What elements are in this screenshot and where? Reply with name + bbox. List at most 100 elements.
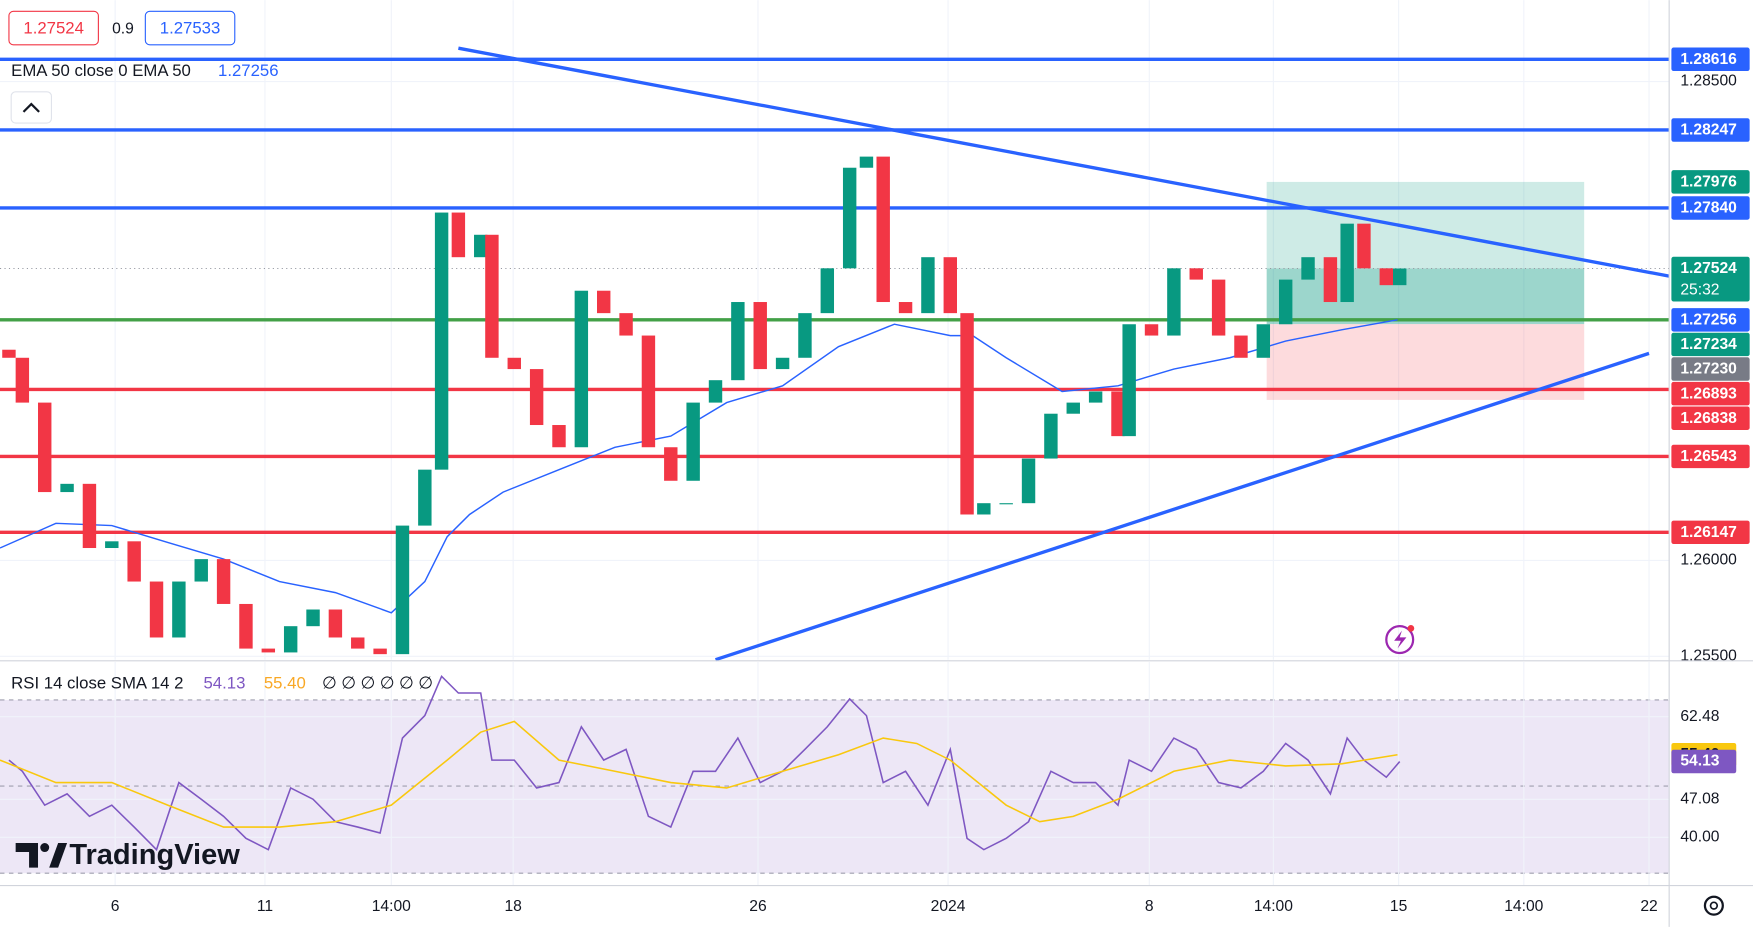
candle-body [731,302,745,381]
price-label: 1.27524 [1680,260,1737,277]
trend-line [714,351,1650,662]
candle-body [775,357,790,370]
candle-body [1088,391,1103,403]
candle-body [960,313,974,515]
candle-body [597,290,611,314]
candle-body [876,156,890,303]
x-tick-label: 2024 [931,898,966,915]
candle-body [1301,257,1315,280]
candle-body [619,313,633,336]
candle-body [529,369,544,426]
candle-body [1111,391,1125,437]
rsi-empty-values: ∅ ∅ ∅ ∅ ∅ ∅ [322,674,433,693]
x-tick-label: 15 [1390,898,1408,915]
candle-body [1044,413,1058,459]
candle-body [1021,458,1036,504]
candle-body [753,302,767,370]
candle-body [820,268,835,314]
price-label: 1.26543 [1680,448,1737,465]
alert-icon[interactable] [1385,625,1415,655]
y-tick-label: 1.28500 [1680,73,1737,90]
x-tick-label: 14:00 [372,898,411,915]
alert-bolt [1394,630,1407,649]
candle-body [15,357,30,403]
candle-body [2,349,16,358]
price-label-box [1671,749,1737,774]
y-tick-label: 1.26000 [1680,552,1737,569]
candle-body [1122,324,1136,437]
candle-body [943,257,957,314]
y-tick-label: 47.08 [1680,790,1719,807]
candle-body [1144,324,1159,336]
alert-dot [1407,625,1415,632]
candle-body [1211,279,1226,336]
x-tick-label: 26 [749,898,767,915]
candle-body [1278,279,1293,325]
price-label-box [1671,520,1750,545]
price-label: 1.26893 [1680,385,1737,402]
candle-body [149,581,164,638]
candle-body [842,167,857,269]
candle-body [451,212,466,258]
position-loss [1266,324,1585,400]
candle-body [859,156,874,168]
candle-body [261,648,276,653]
price-label: 1.26147 [1680,524,1737,541]
candle-body [485,234,499,358]
price-label: 54.13 [1680,753,1719,770]
price-label: 1.27840 [1680,200,1737,217]
candle-body [999,503,1013,505]
price-label-box [1671,256,1750,302]
price-label: 1.27256 [1680,312,1737,329]
x-tick-label: 18 [504,898,522,915]
price-label: 1.28616 [1680,51,1737,68]
candle-body [239,603,253,649]
price-label-box [1671,118,1750,142]
logo [15,843,68,868]
candle-body [283,626,298,653]
y-tick-label: 1.25500 [1680,647,1737,664]
rsi-legend-value: 54.13 [203,674,245,693]
price-label-box [1671,406,1750,430]
candle-body [38,402,52,493]
candle-body [60,483,74,493]
rsi-legend: RSI 14 close SMA 14 2 [11,674,183,693]
candle-body [216,559,231,604]
position-open-profit [1266,268,1585,325]
candle-body [798,313,812,358]
settings-button[interactable] [1703,895,1724,916]
candle-body [418,469,432,526]
candle-body [172,581,186,638]
bid-price: 1.27524 [23,19,84,38]
collapse-button[interactable] [10,91,52,124]
candle-body [664,447,678,481]
candle-body [552,425,566,448]
candle-body [328,609,343,638]
candle-body [105,541,119,549]
price-label-box [1671,444,1750,469]
price-label: 1.27234 [1680,336,1737,353]
candle-body [1393,268,1407,286]
candle-body [507,357,521,370]
price-label-box [1671,381,1750,406]
candle-body [1379,268,1394,286]
ema-legend-value: 1.27256 [218,61,279,80]
candle-body [474,234,488,258]
candle-body [686,402,700,481]
price-label: 1.28247 [1680,122,1737,139]
ema-line [0,319,1398,614]
price-label-box [1671,332,1750,357]
settings-icon [1709,901,1719,910]
x-tick-label: 8 [1145,898,1154,915]
ask-box[interactable] [144,10,236,46]
position-profit [1266,181,1585,325]
candle-body [127,541,141,582]
candle-body [194,559,208,582]
candle-body [1340,223,1354,303]
candle-body [1323,257,1338,303]
candle-body [306,609,320,627]
candle-body [898,302,913,314]
candle-body [82,483,97,549]
bid-box[interactable] [8,10,99,46]
